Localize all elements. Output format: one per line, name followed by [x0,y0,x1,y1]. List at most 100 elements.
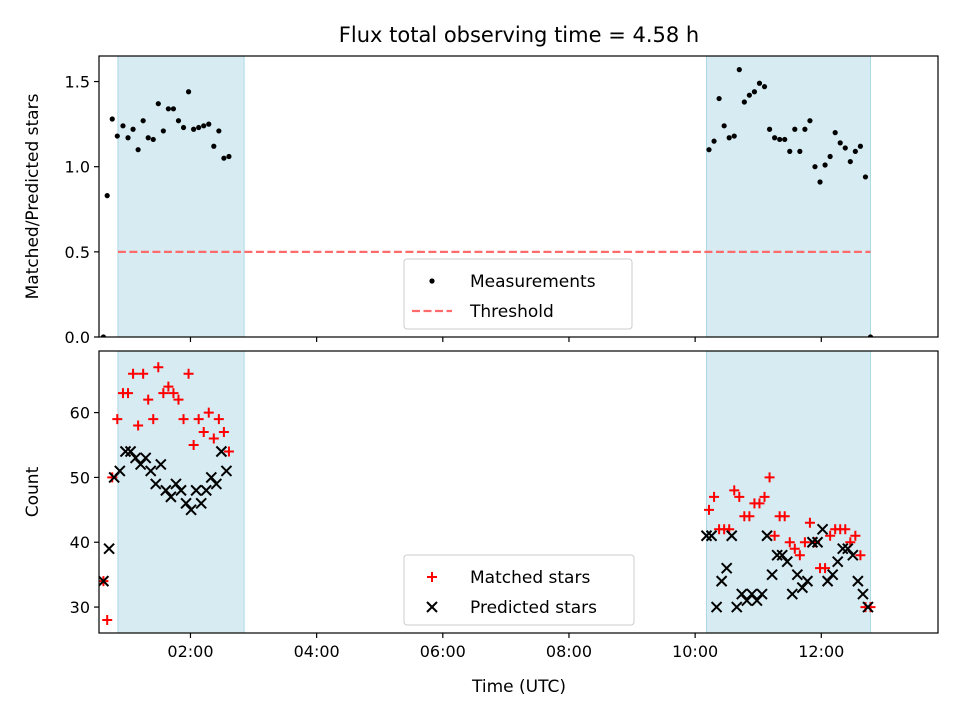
predicted-stars-point [205,471,217,484]
measurement-point [721,123,727,129]
ratio-observing-window [117,56,245,337]
measurement-point [807,118,813,124]
matched-stars-point [102,615,113,626]
matched-stars-point [794,550,805,561]
matched-stars-point [143,394,154,405]
measurement-point [832,130,838,136]
measurement-point [125,135,131,141]
ratio-observing-window [706,56,871,337]
matched-stars-point [173,394,184,405]
measurement-point [867,334,874,337]
predicted-stars-point [826,568,839,581]
predicted-stars-point [821,575,834,587]
x-tick-label: 12:00 [798,642,844,661]
matched-stars-point [208,433,219,444]
measurement-point [812,164,818,170]
measurement-point [716,95,722,102]
predicted-stars-point [99,575,110,587]
measurement-point [114,133,120,139]
predicted-stars-point [776,549,788,561]
measurement-point [837,140,843,146]
matched-stars-point [764,472,775,483]
matched-stars-point [769,530,780,541]
matched-stars-point [153,362,164,373]
predicted-stars-point [129,452,142,464]
measurement-point [206,121,212,127]
x-tick-label: 06:00 [420,642,466,661]
predicted-stars-point [771,549,783,561]
measurement-point [130,126,136,132]
predicted-stars-point [215,445,228,458]
predicted-stars-point [786,588,798,600]
measurement-point [160,128,166,134]
measurement-point [165,106,171,112]
predicted-stars-point [766,568,778,581]
measurement-point [751,89,758,95]
measurement-point [802,126,808,132]
ratio-axes-frame [98,55,939,338]
legend-measurements-marker [429,278,435,284]
matched-stars-point [804,517,815,528]
measurement-point [211,143,217,149]
predicted-stars-point [837,543,849,555]
ratio-y-tick-label: 1.0 [65,158,90,177]
predicted-stars-point [756,588,768,600]
legend-predicted-marker [426,601,438,613]
matched-stars-point [754,498,765,509]
measurement-point [741,99,747,105]
measurement-point [216,128,222,134]
matched-stars-point [128,368,139,379]
predicted-stars-point [720,562,733,574]
matched-stars-point [820,563,831,574]
measurement-point [772,135,778,141]
measurement-point [857,143,864,149]
measurement-point [226,153,232,160]
ratio-y-axis-label: Matched/Predicted stars [23,93,43,299]
predicted-stars-point [831,555,844,568]
x-tick-label: 02:00 [167,642,213,661]
predicted-stars-point [170,478,182,490]
matched-stars-point [779,511,790,522]
matched-stars-point [138,368,149,379]
count-data [99,362,876,626]
matched-stars-point [218,427,229,438]
ratio-legend-label: Threshold [469,302,554,322]
count-y-tick-label: 40 [70,533,90,552]
measurement-point [140,118,146,124]
measurement-point [787,148,793,154]
measurement-point [191,126,197,132]
ratio-panel: 0.0 0.5 1.0 1.5 Matched/Predicted stars Measu… [23,55,939,347]
matched-stars-point [183,368,194,379]
predicted-stars-point [811,536,824,548]
measurement-point [736,67,742,73]
measurement-point [109,116,115,122]
matched-stars-point [163,381,174,392]
measurement-point [145,135,151,141]
measurement-point [155,101,161,107]
measurement-point [196,124,202,131]
matched-stars-point [123,388,134,399]
measurement-point [782,136,788,143]
measurement-point [852,148,858,154]
count-y-axis-label: Count [23,466,43,517]
count-y-tick-label: 30 [70,598,90,617]
matched-stars-point [158,388,169,399]
predicted-stars-point [150,478,162,490]
predicted-stars-point [139,452,152,464]
measurement-point [862,174,869,180]
measurement-point [104,193,110,199]
measurement-point [822,162,828,168]
measurement-point [792,126,798,132]
measurement-point [150,136,156,143]
measurement-point [827,153,833,160]
legend-matched-marker [427,572,437,582]
matched-stars-point [759,491,770,502]
count-legend: Matched stars Predicted stars [403,554,635,626]
measurement-point [711,138,717,144]
predicted-stars-point [801,575,814,587]
measurement-point [175,118,182,124]
predicted-stars-point [195,497,207,510]
count-y-tick-label: 50 [70,468,90,487]
predicted-stars-point [220,465,233,477]
